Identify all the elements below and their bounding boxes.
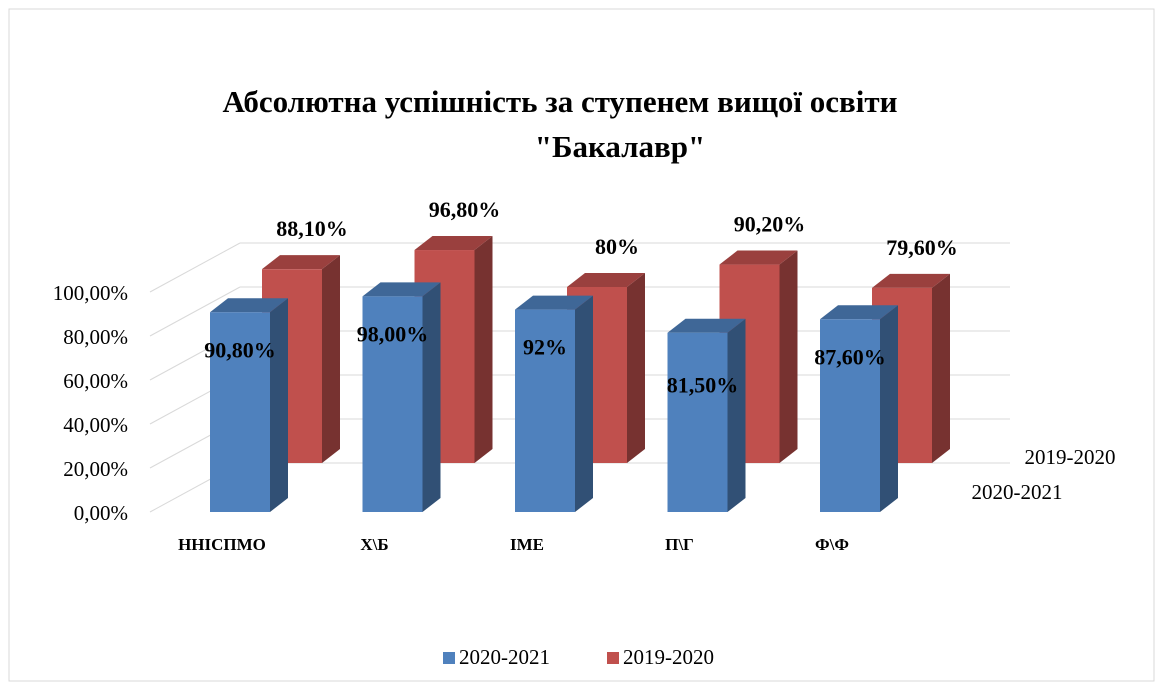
data-label: 80%: [595, 234, 639, 259]
x-tick-label: П\Г: [665, 535, 694, 554]
bar-top: [515, 295, 593, 310]
y-tick-label: 60,00%: [63, 369, 128, 393]
data-label: 79,60%: [886, 235, 958, 260]
data-label: 96,80%: [429, 197, 501, 222]
bar-top: [667, 318, 746, 333]
bar-top: [362, 282, 441, 297]
y-tick-label: 100,00%: [53, 281, 128, 305]
depth-label: 2019-2020: [1025, 445, 1116, 469]
data-label: 81,50%: [667, 373, 739, 398]
bar: [667, 332, 728, 512]
legend-swatch: [443, 652, 455, 664]
legend-label: 2019-2020: [623, 645, 714, 669]
depth-label: 2020-2021: [972, 480, 1063, 504]
bar-side: [575, 295, 593, 512]
y-tick-label: 80,00%: [63, 325, 128, 349]
bar-side: [779, 250, 798, 463]
grid-line: [149, 242, 241, 293]
bar-side: [880, 305, 898, 512]
data-label: 87,60%: [814, 344, 886, 369]
bar-side: [270, 298, 288, 512]
bar-top: [262, 255, 340, 270]
x-tick-label: Ф\Ф: [815, 535, 849, 554]
data-label: 90,80%: [204, 337, 276, 362]
bar-top: [872, 273, 950, 288]
grid-line: [149, 286, 241, 337]
y-tick-label: 20,00%: [63, 457, 128, 481]
bar-side: [627, 273, 645, 463]
bar: [362, 296, 423, 512]
legend-label: 2020-2021: [459, 645, 550, 669]
bar-top: [567, 273, 645, 287]
bar-side: [422, 282, 441, 512]
data-label: 88,10%: [276, 216, 348, 241]
x-tick-label: Х\Б: [360, 535, 388, 554]
x-tick-label: ННІСПМО: [178, 535, 266, 554]
bar: [515, 309, 575, 512]
chart-title: Абсолютна успішність за ступенем вищої о…: [223, 84, 898, 119]
data-label: 92%: [523, 335, 567, 360]
bar-top: [719, 250, 798, 265]
bar-top: [414, 236, 493, 251]
legend-swatch: [607, 652, 619, 664]
data-label: 98,00%: [357, 321, 429, 346]
bar: [210, 312, 270, 512]
bar-side: [727, 318, 746, 512]
bar-side: [932, 273, 950, 463]
bar-side: [322, 255, 340, 463]
data-label: 90,20%: [734, 212, 806, 237]
x-tick-label: ІМЕ: [510, 535, 544, 554]
y-tick-label: 40,00%: [63, 413, 128, 437]
chart-title: "Бакалавр": [535, 129, 705, 164]
bar-top: [210, 298, 288, 313]
y-tick-label: 0,00%: [74, 501, 128, 525]
bar-top: [820, 305, 898, 320]
bar-side: [474, 236, 493, 463]
bar: [820, 319, 880, 512]
